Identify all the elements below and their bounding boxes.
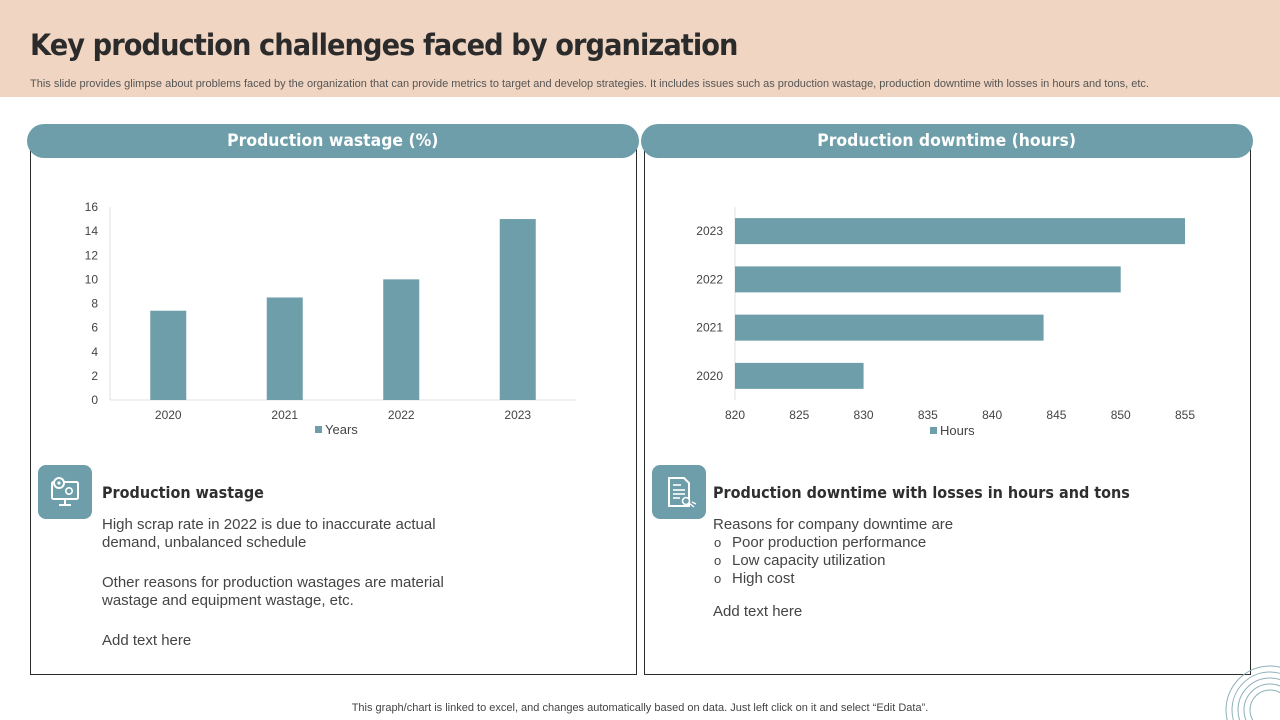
y-tick-label: 16 bbox=[85, 200, 99, 214]
y-tick-label: 0 bbox=[91, 393, 98, 407]
wastage-paragraph-2: Other reasons for production wastages ar… bbox=[102, 574, 444, 609]
bar-2022 bbox=[383, 279, 420, 400]
y-tick-label: 2021 bbox=[696, 321, 723, 335]
wastage-paragraph-1: High scrap rate in 2022 is due to inaccu… bbox=[102, 516, 436, 551]
wastage-heading-text: Production wastage (%) bbox=[227, 131, 439, 151]
list-item: Poor production performance bbox=[713, 534, 926, 552]
bar-2021 bbox=[735, 314, 1044, 341]
x-tick-label: 820 bbox=[725, 408, 745, 422]
bar-2021 bbox=[266, 297, 303, 400]
downtime-add-text[interactable]: Add text here bbox=[713, 603, 803, 620]
bar-2020 bbox=[150, 310, 187, 400]
downtime-heading-text: Production downtime (hours) bbox=[817, 131, 1077, 151]
y-tick-label: 14 bbox=[85, 224, 99, 238]
bar-2023 bbox=[499, 219, 536, 400]
document-certificate-glyph bbox=[668, 477, 697, 508]
legend-swatch bbox=[930, 427, 937, 434]
legend-label: Hours bbox=[940, 423, 975, 438]
y-tick-label: 12 bbox=[85, 248, 99, 262]
legend-label: Years bbox=[325, 422, 358, 437]
list-item: High cost bbox=[713, 570, 926, 588]
document-certificate-icon bbox=[652, 465, 706, 519]
y-tick-label: 2023 bbox=[696, 224, 723, 238]
bar-2022 bbox=[735, 266, 1121, 293]
x-tick-label: 2020 bbox=[155, 408, 182, 422]
y-tick-label: 8 bbox=[91, 297, 98, 311]
page-subtitle: This slide provides glimpse about proble… bbox=[30, 78, 1149, 90]
y-tick-label: 2 bbox=[91, 369, 98, 383]
gear-monitor-glyph bbox=[51, 477, 79, 506]
downtime-section-title: Production downtime with losses in hours… bbox=[713, 483, 1130, 502]
y-tick-label: 2022 bbox=[696, 272, 723, 286]
wastage-add-text[interactable]: Add text here bbox=[102, 632, 192, 649]
x-tick-label: 855 bbox=[1175, 408, 1195, 422]
x-tick-label: 2022 bbox=[388, 408, 415, 422]
wastage-section-title: Production wastage bbox=[102, 483, 264, 502]
wastage-panel bbox=[30, 140, 637, 675]
x-tick-label: 840 bbox=[982, 408, 1002, 422]
downtime-reasons-list: Poor production performance Low capacity… bbox=[713, 534, 926, 588]
wastage-bar-chart[interactable]: 0 2 4 6 8 10 12 14 16 2020 2021 2022 2023 Years bbox=[60, 195, 600, 445]
page-title: Key production challenges faced by organ… bbox=[30, 28, 738, 62]
bar-2023 bbox=[735, 218, 1185, 245]
x-tick-label: 845 bbox=[1046, 408, 1066, 422]
y-tick-label: 6 bbox=[91, 321, 98, 335]
y-tick-label: 2020 bbox=[696, 369, 723, 383]
downtime-panel-heading: Production downtime (hours) bbox=[641, 124, 1253, 158]
gear-monitor-icon bbox=[38, 465, 92, 519]
header-band bbox=[0, 0, 1280, 97]
list-item: Low capacity utilization bbox=[713, 552, 926, 570]
footer-note: This graph/chart is linked to excel, and… bbox=[351, 702, 929, 714]
y-tick-label: 4 bbox=[91, 345, 98, 359]
downtime-intro: Reasons for company downtime are bbox=[713, 516, 954, 533]
x-tick-label: 2021 bbox=[271, 408, 298, 422]
decorative-circles bbox=[1225, 665, 1280, 720]
x-tick-label: 835 bbox=[918, 408, 938, 422]
wastage-panel-heading: Production wastage (%) bbox=[27, 124, 639, 158]
y-tick-label: 10 bbox=[85, 272, 99, 286]
x-tick-label: 830 bbox=[854, 408, 874, 422]
bar-2020 bbox=[735, 362, 864, 389]
x-tick-label: 2023 bbox=[504, 408, 531, 422]
legend-swatch bbox=[315, 426, 322, 433]
x-tick-label: 825 bbox=[789, 408, 809, 422]
downtime-bar-chart[interactable]: 820 825 830 835 840 845 850 855 2020 2021 2022 2023… bbox=[680, 195, 1220, 445]
x-tick-label: 850 bbox=[1111, 408, 1131, 422]
